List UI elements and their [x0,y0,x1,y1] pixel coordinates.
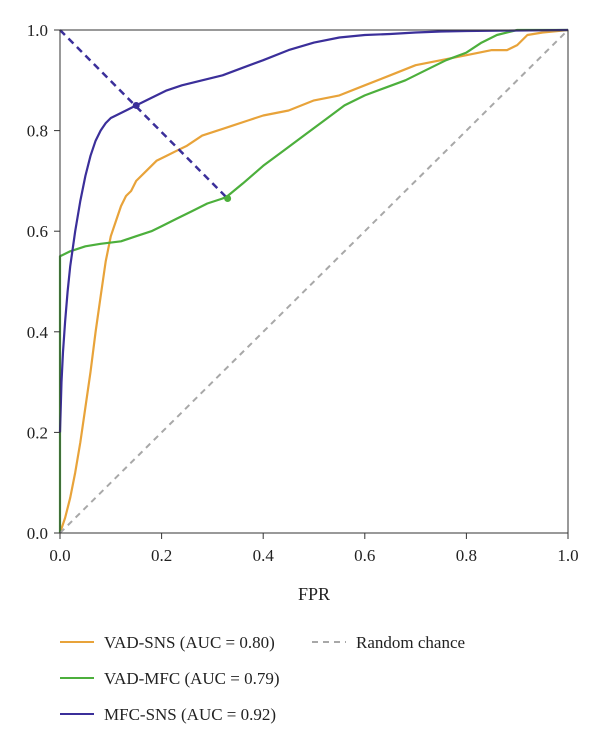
y-tick-label: 0.8 [27,122,48,141]
legend: VAD-SNS (AUC = 0.80) VAD-MFC (AUC = 0.79)… [60,633,465,724]
x-tick-label: 1.0 [557,546,578,565]
plot-lines [58,28,569,534]
x-tick-label: 0.2 [151,546,172,565]
x-tick-label: 0.6 [354,546,375,565]
legend-label-3: Random chance [356,633,465,652]
legend-label-1: VAD-MFC (AUC = 0.79) [104,669,280,688]
y-axis-ticks: 0.0 0.2 0.4 0.6 0.8 1.0 [27,21,60,543]
y-tick-label: 0.0 [27,524,48,543]
legend-label-0: VAD-SNS (AUC = 0.80) [104,633,275,652]
x-tick-label: 0.8 [456,546,477,565]
x-tick-label: 0.0 [49,546,70,565]
series-line-2 [58,28,569,433]
x-tick-label: 0.4 [253,546,275,565]
legend-label-2: MFC-SNS (AUC = 0.92) [104,705,276,724]
y-tick-label: 1.0 [27,21,48,40]
series-line-1 [58,28,568,533]
plot-frame [59,29,569,534]
threshold-marker-0 [132,101,140,109]
y-tick-label: 0.4 [27,323,49,342]
y-tick-label: 0.6 [27,222,48,241]
x-axis-label: FPR [298,584,330,604]
series-line-3 [59,29,569,534]
threshold-marker-1 [224,195,232,203]
y-tick-label: 0.2 [27,423,48,442]
threshold-line [59,29,229,200]
x-axis-ticks: 0.0 0.2 0.4 0.6 0.8 1.0 [49,533,579,565]
